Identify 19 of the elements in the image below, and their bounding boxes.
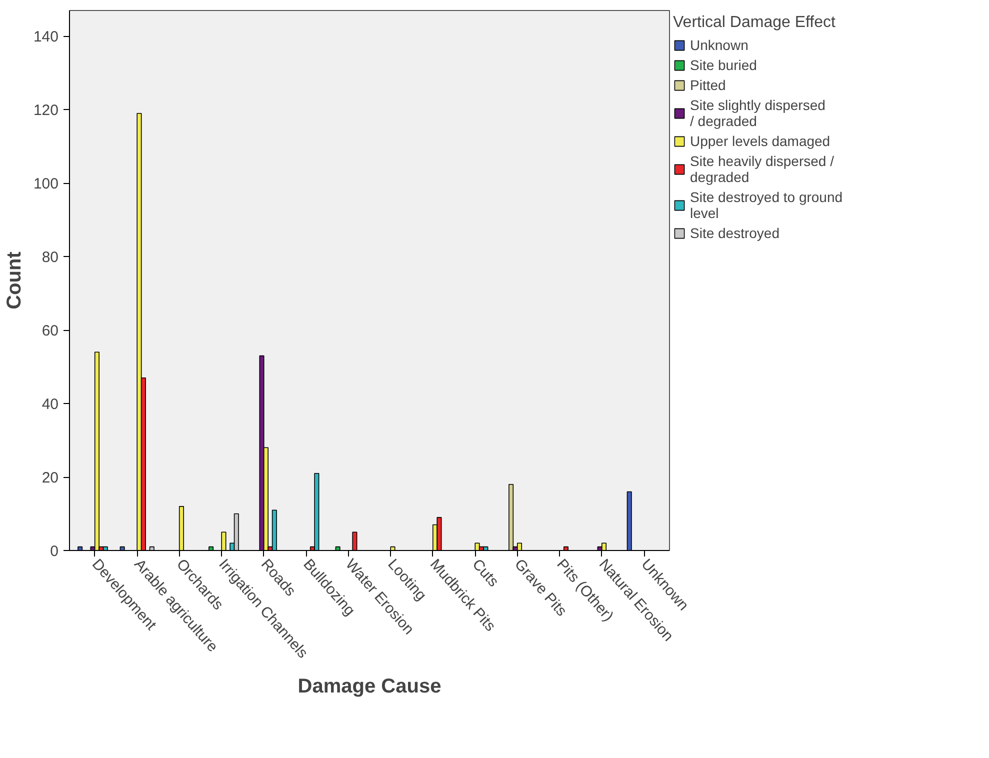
- legend-label: Site buried: [690, 57, 757, 73]
- legend-title: Vertical Damage Effect: [673, 14, 836, 32]
- y-tick-label: 40: [42, 396, 59, 414]
- legend-label: Unknown: [690, 37, 748, 53]
- legend-label: Upper levels damaged: [690, 133, 830, 149]
- y-tick-label: 60: [42, 322, 59, 340]
- y-tick-label: 100: [33, 176, 59, 193]
- y-tick-label: 80: [42, 249, 59, 266]
- legend-label: Site heavily dispersed / degraded: [690, 153, 834, 185]
- y-tick-label: 120: [33, 102, 59, 120]
- y-tick-label: 20: [42, 470, 59, 487]
- y-tick-label: 0: [50, 543, 58, 560]
- x-axis-title: Damage Cause: [298, 675, 442, 698]
- legend-label: Pitted: [690, 77, 726, 93]
- y-tick-label: 140: [33, 28, 59, 46]
- legend-label: Site slightly dispersed / degraded: [690, 97, 826, 129]
- legend-label: Site destroyed: [690, 225, 780, 241]
- y-axis-title: Count: [3, 251, 26, 310]
- legend-label: Site destroyed to ground level: [690, 189, 843, 221]
